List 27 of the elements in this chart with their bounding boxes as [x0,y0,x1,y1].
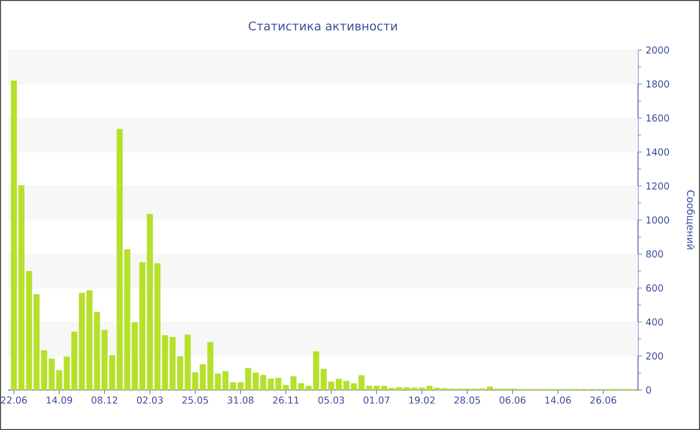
x-tick-label: 14.06 [545,396,571,404]
x-tick-label: 08.12 [92,396,118,404]
y-tick-label: 200 [646,352,663,360]
x-tick-label: 26.11 [273,396,299,404]
y-tick-label: 600 [646,284,663,292]
x-tick-label: 14.09 [46,396,72,404]
x-tick-label: 19.02 [409,396,435,404]
y-tick-label: 0 [646,386,651,394]
x-tick-label: 06.06 [500,396,526,404]
y-tick-label: 1400 [646,148,669,156]
y-tick-label: 1800 [646,80,669,88]
x-tick-label: 05.03 [318,396,344,404]
y-tick-label: 1200 [646,182,669,190]
x-tick-label: 28.05 [454,396,480,404]
y-tick-label: 1000 [646,216,669,224]
y-tick-label: 800 [646,250,663,258]
x-tick-label: 01.07 [364,396,390,404]
y-tick-label: 2000 [646,46,669,54]
x-tick-label: 25.05 [182,396,208,404]
x-tick-label: 02.03 [136,396,163,404]
y-axis-title: Сообщений [686,190,695,250]
x-tick-label: 22.06 [1,396,27,404]
x-tick-label: 31.08 [228,396,254,404]
y-tick-label: 400 [646,318,663,326]
y-tick-label: 1600 [646,114,669,122]
x-tick-label: 26.06 [590,396,616,404]
chart-title: Статистика активности [248,21,397,30]
